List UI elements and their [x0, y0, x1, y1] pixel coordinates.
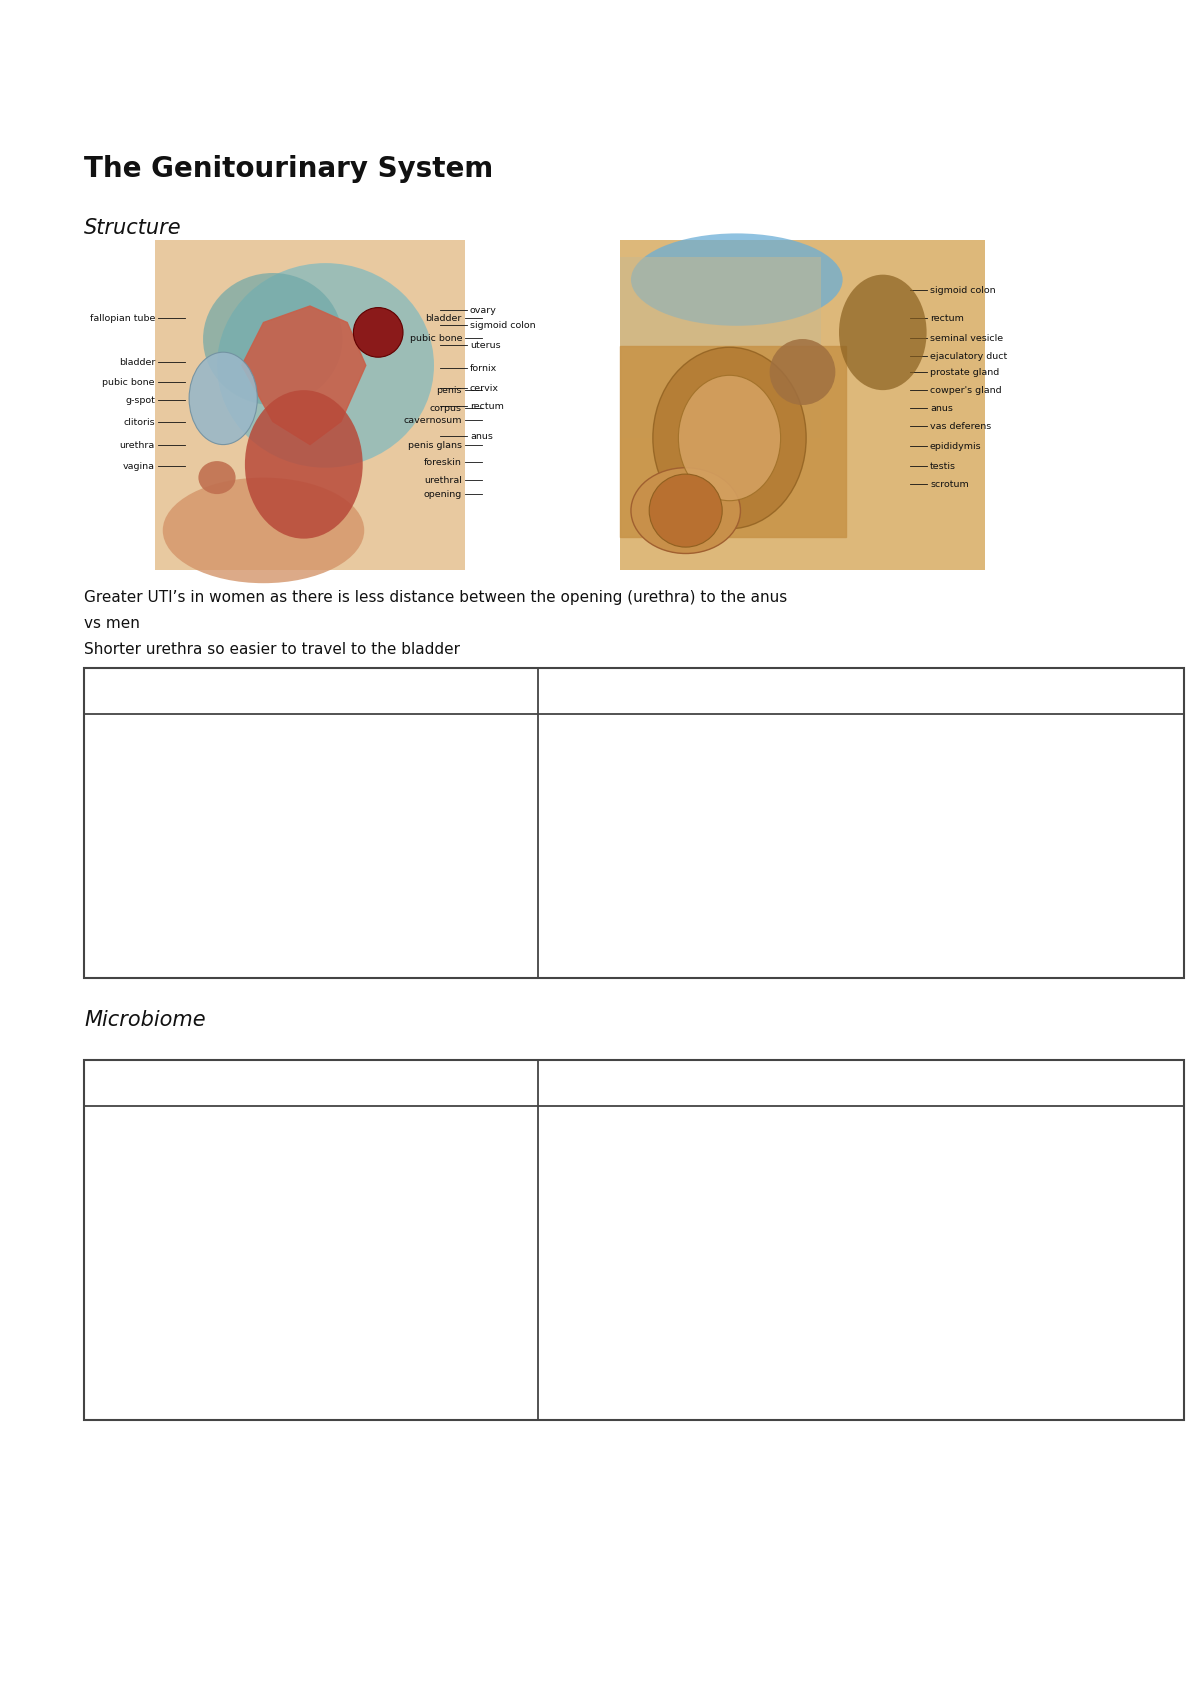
Circle shape	[353, 307, 403, 357]
Text: g-spot: g-spot	[125, 396, 155, 404]
Text: Complex and change with diet, age, cycle
time, environment
LRT by lactobacillus : Complex and change with diet, age, cycle…	[548, 1117, 850, 1313]
Ellipse shape	[769, 340, 835, 406]
Text: epididymis: epididymis	[930, 441, 982, 450]
Text: urethra: urethra	[120, 440, 155, 450]
Text: vs men: vs men	[84, 616, 140, 632]
Text: bladder: bladder	[426, 314, 462, 323]
Ellipse shape	[190, 351, 257, 445]
Text: Shorter urethra so easier to travel to the bladder: Shorter urethra so easier to travel to t…	[84, 642, 460, 657]
Polygon shape	[242, 306, 366, 445]
Text: anus: anus	[470, 431, 493, 440]
Text: clitoris: clitoris	[124, 418, 155, 426]
Ellipse shape	[203, 273, 342, 406]
Text: sigmoid colon: sigmoid colon	[930, 285, 996, 294]
Text: penis: penis	[437, 385, 462, 394]
Text: vagina: vagina	[124, 462, 155, 470]
Text: anus: anus	[930, 404, 953, 413]
Text: sigmoid colon: sigmoid colon	[470, 321, 535, 329]
Text: urethral: urethral	[424, 475, 462, 484]
Bar	[155, 239, 466, 571]
Bar	[620, 239, 985, 571]
Ellipse shape	[631, 233, 842, 326]
Text: The Genitourinary System: The Genitourinary System	[84, 155, 493, 183]
Ellipse shape	[839, 275, 926, 391]
Text: vas deferens: vas deferens	[930, 421, 991, 431]
Ellipse shape	[678, 375, 781, 501]
Text: Female: Female	[548, 684, 604, 698]
Text: External and internal
Overlap urinary and reproductive structures
Limited microb: External and internal Overlap urinary an…	[94, 727, 401, 861]
Text: rectum: rectum	[930, 314, 964, 323]
Text: Internal
LRT: ectocervix, vagina
URT: fallopian tubes, uterus, endocervix
Signif: Internal LRT: ectocervix, vagina URT: fa…	[548, 727, 872, 900]
Text: Male: Male	[94, 1075, 131, 1090]
Text: fallopian tube: fallopian tube	[90, 314, 155, 323]
Polygon shape	[620, 346, 846, 537]
Text: pubic bone: pubic bone	[409, 333, 462, 343]
Text: penis glans: penis glans	[408, 440, 462, 450]
Text: Bladder and urethra flushed by urine, flush
pathogens
Low number of normal micro: Bladder and urethra flushed by urine, fl…	[94, 1117, 398, 1233]
Text: cavernosum: cavernosum	[403, 416, 462, 424]
Ellipse shape	[198, 462, 235, 494]
Text: opening: opening	[424, 489, 462, 499]
Text: Male: Male	[94, 684, 131, 698]
Text: bladder: bladder	[119, 358, 155, 367]
Ellipse shape	[217, 263, 434, 467]
Text: fornix: fornix	[470, 363, 497, 372]
Ellipse shape	[163, 477, 365, 582]
Bar	[620, 256, 821, 438]
Text: pubic bone: pubic bone	[102, 377, 155, 387]
Ellipse shape	[631, 467, 740, 554]
Ellipse shape	[245, 391, 362, 538]
Bar	[84, 1060, 1184, 1420]
Text: ejaculatory duct: ejaculatory duct	[930, 351, 1007, 360]
Text: scrotum: scrotum	[930, 479, 968, 489]
Text: Structure: Structure	[84, 217, 181, 238]
Text: rectum: rectum	[470, 401, 504, 411]
Text: uterus: uterus	[470, 341, 500, 350]
Text: prostate gland: prostate gland	[930, 367, 1000, 377]
Text: Greater UTI’s in women as there is less distance between the opening (urethra) t: Greater UTI’s in women as there is less …	[84, 589, 787, 604]
Circle shape	[649, 474, 722, 547]
Bar	[84, 667, 1184, 978]
Text: corpus: corpus	[430, 404, 462, 413]
Text: cervix: cervix	[470, 384, 499, 392]
Text: seminal vesicle: seminal vesicle	[930, 333, 1003, 343]
Ellipse shape	[653, 348, 806, 528]
Text: Women: Women	[548, 1075, 606, 1090]
Text: cowper's gland: cowper's gland	[930, 385, 1002, 394]
Text: testis: testis	[930, 462, 956, 470]
Text: Microbiome: Microbiome	[84, 1010, 205, 1031]
Text: ovary: ovary	[470, 306, 497, 314]
Text: foreskin: foreskin	[424, 457, 462, 467]
